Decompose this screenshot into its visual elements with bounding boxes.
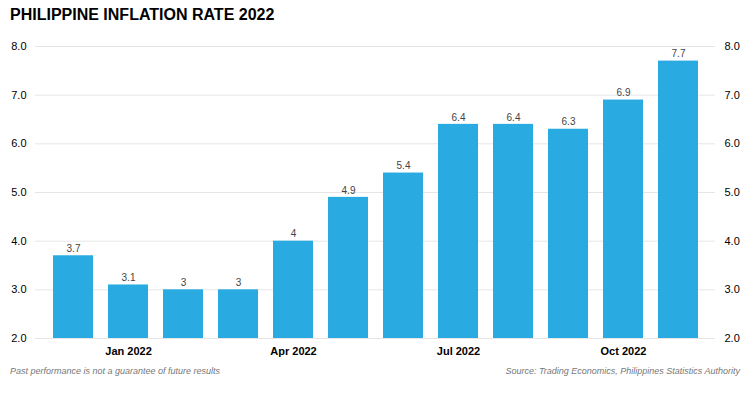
svg-text:6.9: 6.9 — [617, 87, 631, 98]
svg-text:3.1: 3.1 — [122, 272, 136, 283]
svg-text:3.7: 3.7 — [67, 243, 81, 254]
html-text:Past performance is not a guar: Past performance is not a guarantee of f… — [10, 366, 221, 376]
svg-text:Oct 2022: Oct 2022 — [601, 345, 647, 357]
svg-text:7.0: 7.0 — [725, 89, 740, 101]
svg-text:8.0: 8.0 — [11, 40, 26, 52]
svg-text:5.0: 5.0 — [725, 186, 740, 198]
svg-text:2.0: 2.0 — [11, 332, 26, 344]
svg-text:6.0: 6.0 — [725, 137, 740, 149]
svg-text:6.3: 6.3 — [562, 116, 576, 127]
svg-text:4.9: 4.9 — [342, 185, 356, 196]
html-text:Source: Trading Economics, Phi: Source: Trading Economics, Philippines S… — [505, 366, 740, 376]
svg-text:3.0: 3.0 — [11, 283, 26, 295]
svg-text:7.7: 7.7 — [672, 48, 686, 59]
html-text:PHILIPPINE INFLATION RATE 2022: PHILIPPINE INFLATION RATE 2022 — [10, 6, 275, 23]
svg-text:2.0: 2.0 — [725, 332, 740, 344]
svg-text:3: 3 — [181, 277, 187, 288]
svg-text:Jul 2022: Jul 2022 — [437, 345, 480, 357]
svg-text:5.0: 5.0 — [11, 186, 26, 198]
svg-text:8.0: 8.0 — [725, 40, 740, 52]
svg-text:6.4: 6.4 — [507, 112, 521, 123]
svg-text:Apr 2022: Apr 2022 — [270, 345, 316, 357]
svg-text:5.4: 5.4 — [397, 160, 411, 171]
svg-text:6.4: 6.4 — [452, 112, 466, 123]
svg-text:4.0: 4.0 — [11, 235, 26, 247]
svg-text:6.0: 6.0 — [11, 137, 26, 149]
svg-text:4: 4 — [291, 228, 297, 239]
svg-text:4.0: 4.0 — [725, 235, 740, 247]
svg-text:3.0: 3.0 — [725, 283, 740, 295]
svg-text:7.0: 7.0 — [11, 89, 26, 101]
svg-text:Jan 2022: Jan 2022 — [105, 345, 151, 357]
svg-text:3: 3 — [236, 277, 242, 288]
